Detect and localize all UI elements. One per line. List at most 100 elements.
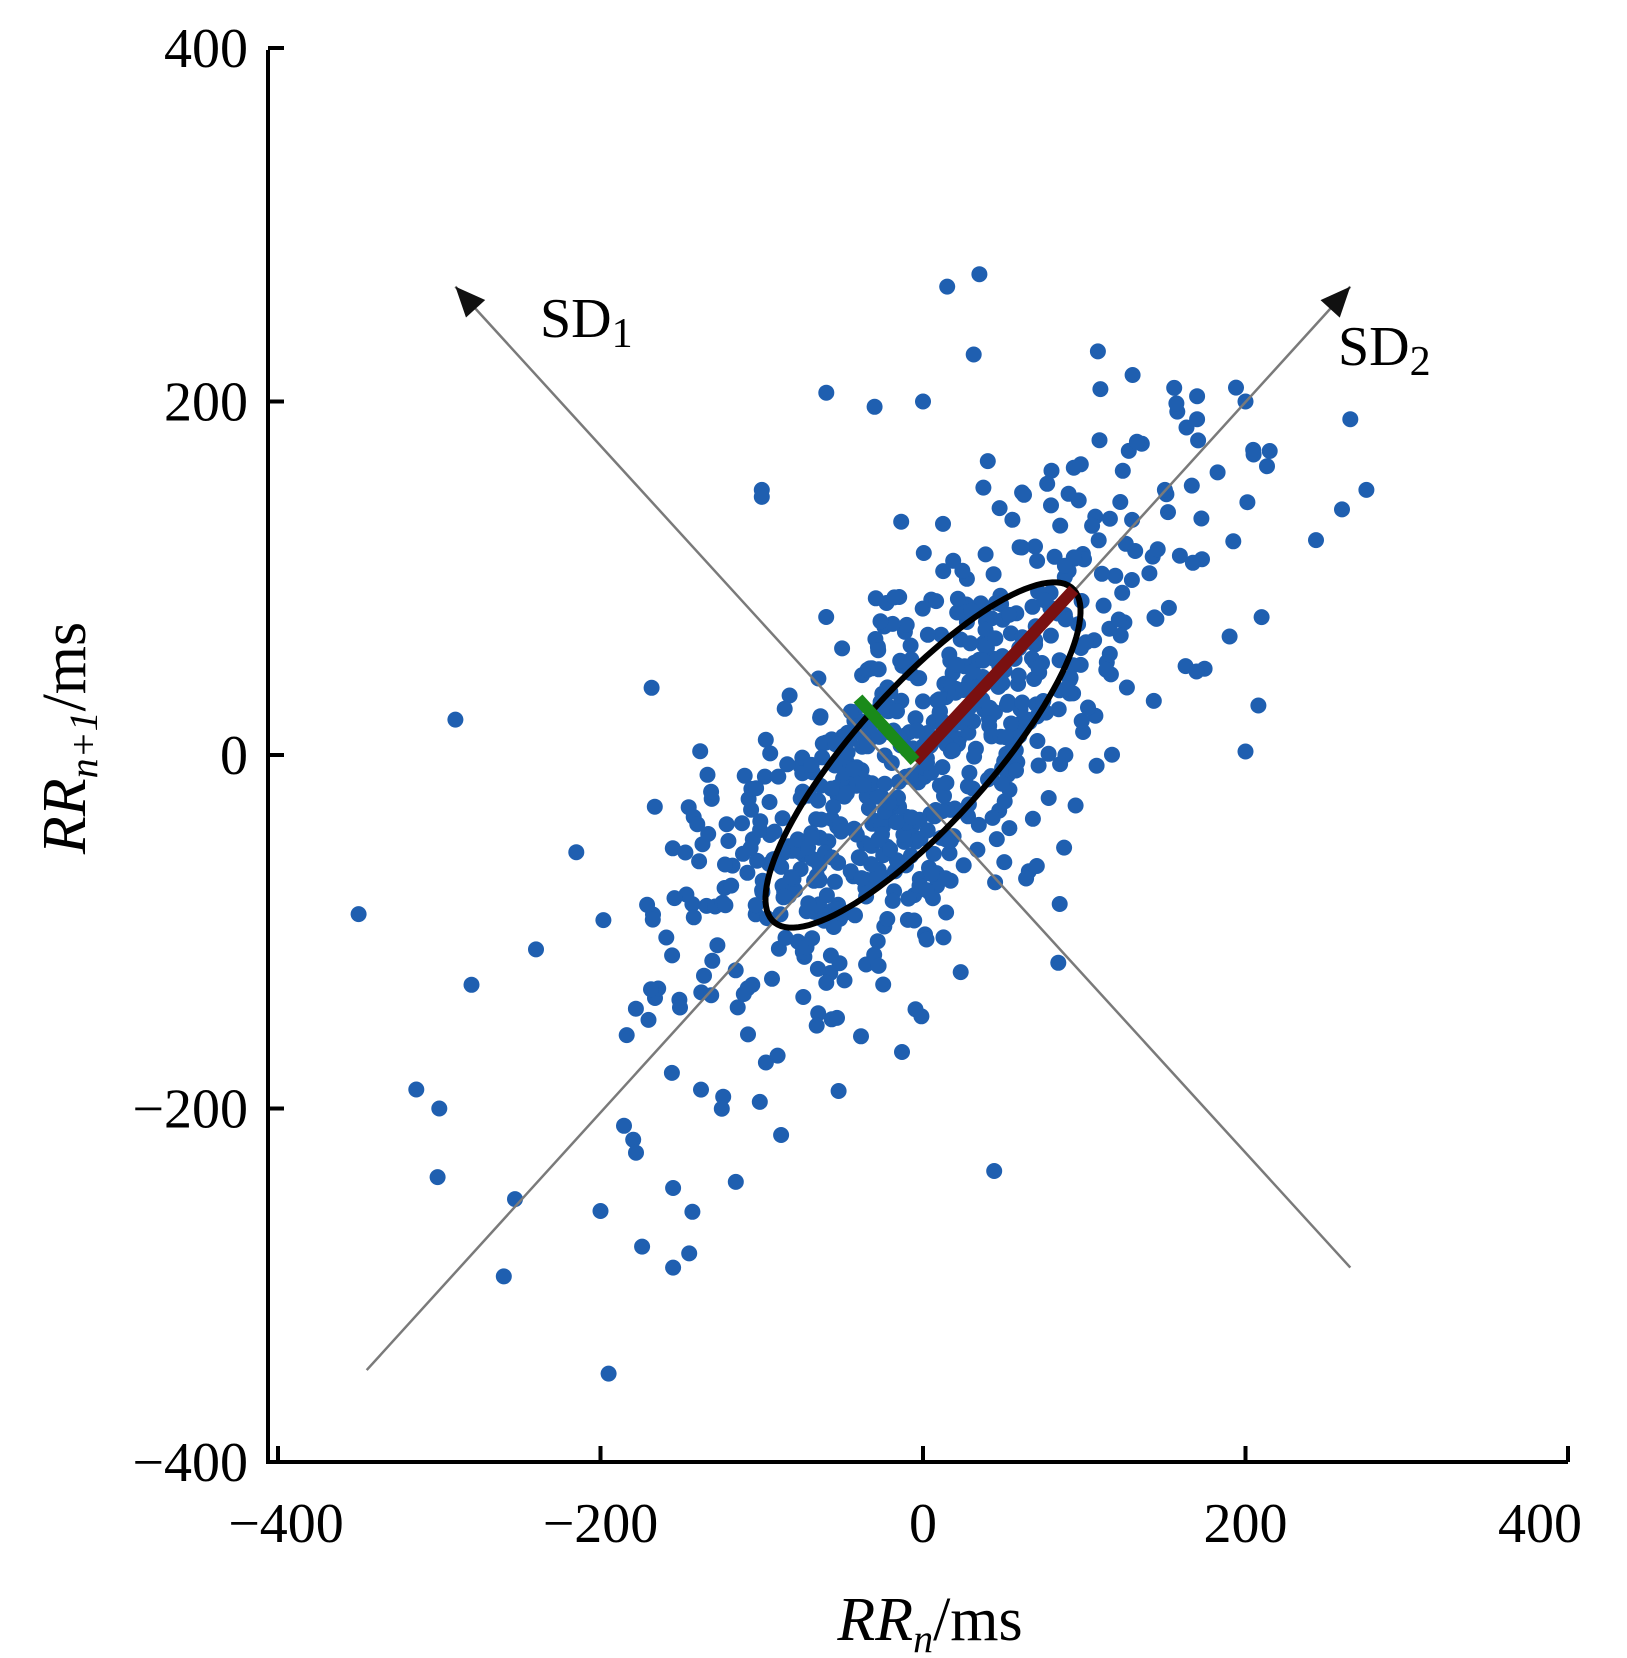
data-point	[898, 616, 915, 633]
data-point	[935, 515, 951, 532]
data-point	[1010, 667, 1027, 684]
data-point	[1189, 388, 1206, 405]
data-point	[936, 787, 952, 804]
data-point	[1168, 395, 1185, 412]
data-point	[818, 974, 835, 991]
data-point	[1145, 692, 1162, 709]
data-point	[915, 393, 931, 410]
data-point	[628, 1144, 644, 1161]
data-point	[463, 976, 480, 993]
data-point	[495, 1268, 512, 1285]
data-point	[826, 873, 843, 890]
sd2-label-base: SD	[1338, 316, 1410, 378]
data-point	[408, 1081, 425, 1098]
data-point	[1225, 533, 1242, 550]
data-point	[753, 488, 770, 505]
data-point	[804, 930, 821, 947]
data-point	[884, 615, 901, 632]
x-axis-title-var: RR	[836, 1586, 913, 1654]
data-point	[1084, 517, 1101, 534]
data-point	[800, 895, 817, 912]
data-point	[703, 783, 720, 800]
sd1-axis-line	[454, 285, 1352, 1269]
data-point	[977, 546, 994, 563]
data-point	[895, 826, 912, 843]
data-point	[740, 1026, 756, 1043]
data-point	[830, 1083, 847, 1099]
sd-overlay	[365, 285, 1352, 1371]
data-point	[1004, 511, 1021, 528]
data-point	[1184, 554, 1201, 571]
data-point	[734, 815, 750, 832]
data-point	[1183, 477, 1200, 494]
data-point	[1093, 565, 1110, 582]
data-point	[818, 887, 835, 904]
data-point	[867, 590, 884, 607]
sd1-segment	[853, 694, 920, 766]
data-point	[855, 777, 872, 793]
data-point	[993, 775, 1010, 792]
data-point	[1090, 532, 1107, 549]
data-point	[886, 589, 903, 606]
data-point	[938, 774, 955, 791]
data-point	[677, 844, 694, 861]
data-point	[1030, 659, 1047, 676]
sd1-arrow-head	[455, 286, 486, 318]
data-point	[1029, 552, 1046, 569]
data-point	[1245, 446, 1262, 463]
data-point	[1193, 510, 1210, 527]
data-point	[907, 1001, 924, 1018]
data-point	[700, 826, 717, 842]
data-point	[1008, 762, 1024, 779]
data-point	[991, 500, 1008, 517]
data-point	[811, 857, 828, 874]
data-point	[1072, 456, 1089, 473]
data-point	[1261, 443, 1278, 459]
data-point	[866, 398, 883, 415]
data-point	[1308, 532, 1324, 549]
data-point	[1030, 757, 1047, 774]
data-point	[1040, 790, 1057, 806]
data-point	[618, 1027, 635, 1044]
data-point	[704, 952, 721, 969]
data-point	[907, 710, 924, 727]
data-points	[350, 266, 1375, 1382]
x-tick-label: 400	[1498, 1493, 1582, 1555]
data-point	[762, 745, 779, 762]
sd1-label-base: SD	[540, 288, 612, 350]
data-point	[1050, 701, 1067, 718]
data-point	[882, 841, 899, 858]
data-point	[773, 1127, 790, 1143]
data-point	[858, 956, 875, 973]
data-point	[592, 1203, 609, 1219]
data-point	[962, 635, 979, 652]
data-point	[1112, 627, 1129, 644]
data-point	[1070, 492, 1087, 509]
data-point	[447, 711, 464, 728]
data-point	[1148, 610, 1165, 627]
data-point	[769, 1047, 786, 1064]
data-point	[818, 384, 835, 401]
data-point	[1088, 757, 1105, 774]
data-point	[640, 1011, 657, 1028]
data-point	[981, 699, 998, 716]
data-point	[1039, 475, 1056, 492]
sd1-label-sub: 1	[612, 311, 633, 357]
data-point	[1003, 715, 1020, 732]
data-point	[693, 1081, 709, 1098]
data-point	[825, 798, 842, 815]
data-point	[870, 642, 887, 659]
data-point	[970, 816, 987, 833]
data-point	[1027, 538, 1043, 555]
data-point	[1001, 820, 1018, 837]
y-tick-label: −400	[132, 1432, 248, 1494]
data-point	[643, 981, 659, 998]
data-point	[1141, 565, 1158, 582]
data-point	[884, 892, 901, 909]
data-point	[965, 346, 982, 363]
data-point	[1043, 462, 1060, 479]
data-point	[900, 890, 917, 907]
data-point	[616, 1117, 632, 1134]
x-axis-title: RRn/ms	[836, 1586, 1022, 1658]
data-point	[875, 976, 892, 993]
